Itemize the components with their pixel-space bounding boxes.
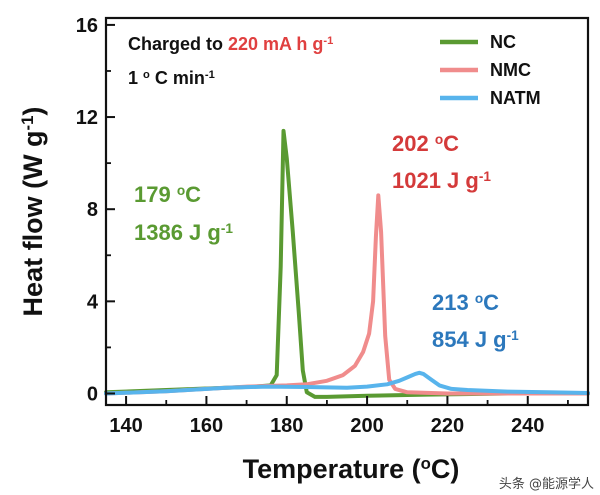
y-tick-label: 8 — [87, 199, 98, 221]
series-line-nc — [104, 128, 590, 399]
legend-label-natm: NATM — [490, 88, 541, 108]
y-tick-label: 4 — [87, 291, 99, 313]
heating-rate: 1 o C min-1 — [128, 68, 215, 88]
x-tick-label: 200 — [350, 415, 383, 437]
annotation-temp-nc: 179 oC — [134, 182, 201, 207]
x-tick-label: 240 — [511, 415, 544, 437]
legend-label-nc: NC — [490, 32, 516, 52]
annotation-energy-nmc: 1021 J g-1 — [392, 168, 491, 193]
plot-marks: 140 160 180 200 220 240 0 4 8 12 16 Temperature (oC… — [18, 15, 595, 492]
y-tick-label: 0 — [87, 383, 98, 405]
y-tick-label: 16 — [76, 15, 98, 37]
annotation-energy-natm: 854 J g-1 — [432, 327, 519, 352]
series-line-natm — [104, 370, 590, 396]
x-tick-label: 220 — [431, 415, 464, 437]
x-tick-label: 140 — [109, 415, 142, 437]
annotation-energy-nc: 1386 J g-1 — [134, 220, 233, 245]
x-axis-title: Temperature (oC) — [243, 454, 460, 485]
y-tick-label: 12 — [76, 107, 98, 129]
x-tick-label: 180 — [270, 415, 303, 437]
plot-frame — [104, 16, 590, 407]
y-axis-title: Heat flow (W g-1) — [18, 107, 49, 317]
charge-condition: Charged to 220 mA h g-1 — [128, 34, 333, 54]
annotation-temp-natm: 213 oC — [432, 290, 499, 315]
legend-label-nmc: NMC — [490, 60, 531, 80]
x-tick-label: 160 — [190, 415, 223, 437]
watermark: 头条 @能源学人 — [499, 476, 594, 492]
annotation-temp-nmc: 202 oC — [392, 131, 459, 156]
